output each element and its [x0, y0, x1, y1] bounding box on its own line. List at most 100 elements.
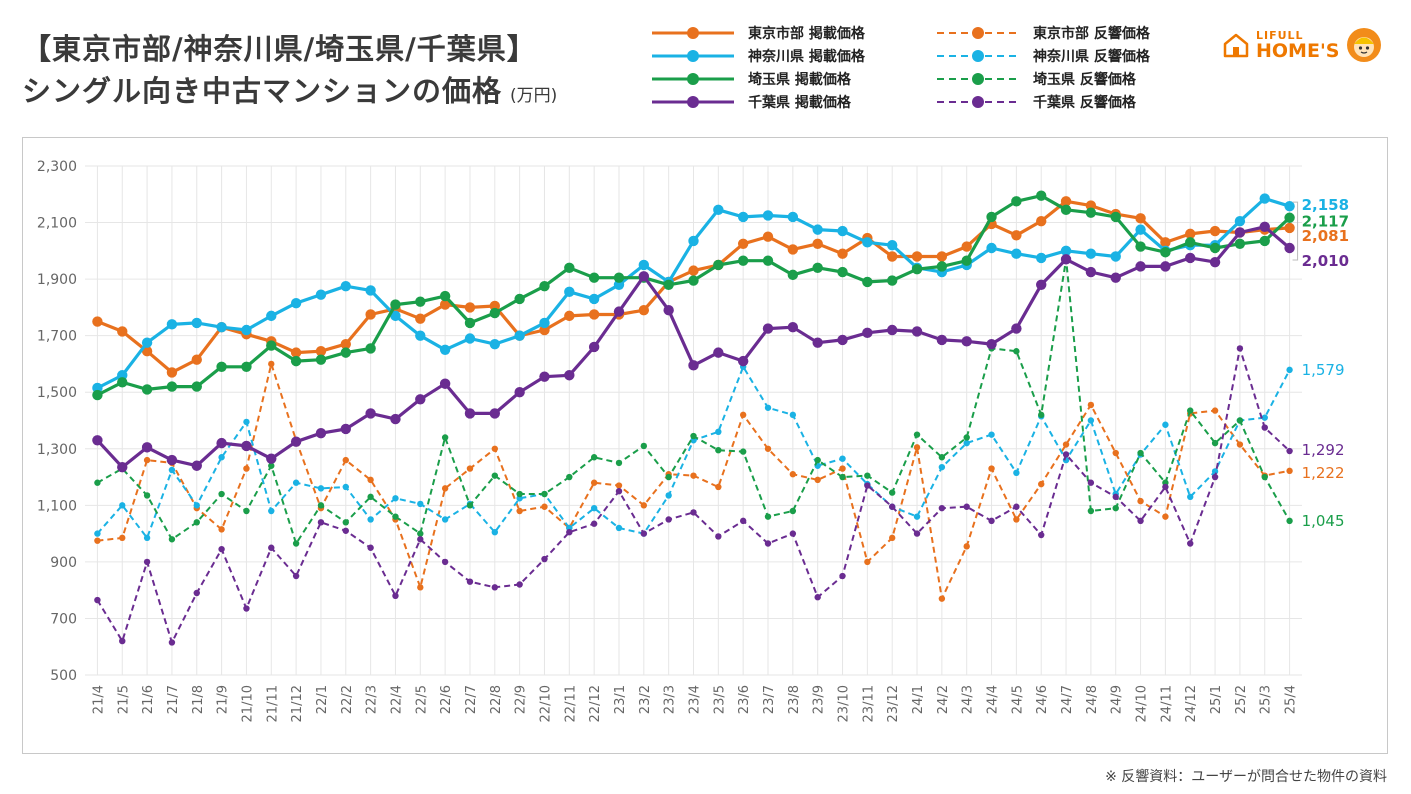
data-point: [638, 259, 650, 271]
data-point: [1112, 504, 1119, 512]
y-tick-label: 1,100: [37, 498, 77, 514]
data-point: [415, 394, 426, 405]
legend-label: 東京市部 反響価格: [1033, 26, 1150, 42]
data-point: [216, 437, 227, 449]
data-point: [936, 251, 948, 262]
legend-item-kanagawa-listing: 神奈川県 掲載価格: [650, 45, 865, 67]
data-point: [787, 321, 799, 333]
logo-line-1: LIFULL: [1256, 28, 1304, 42]
data-point: [266, 453, 277, 464]
data-point: [1137, 517, 1144, 525]
house-icon: [1223, 33, 1249, 58]
legend-item-tokyo-listing: 東京市部 掲載価格: [650, 22, 865, 44]
x-tick-label: 21/5: [116, 685, 131, 714]
data-point: [690, 472, 697, 479]
data-point: [466, 502, 474, 509]
x-tick-label: 25/4: [1284, 685, 1299, 714]
data-point: [961, 241, 972, 252]
data-point: [315, 346, 327, 357]
data-point: [886, 251, 898, 262]
x-tick-label: 24/10: [1135, 685, 1150, 722]
data-point: [290, 297, 302, 309]
data-point: [1286, 366, 1293, 374]
title-line-2: シングル向き中古マンションの価格: [22, 74, 503, 108]
data-point: [812, 337, 823, 348]
data-point: [1013, 348, 1020, 355]
data-point: [417, 536, 424, 543]
x-tick-label: 23/4: [688, 685, 703, 714]
data-point: [1038, 411, 1045, 419]
data-point: [243, 465, 250, 472]
data-point: [812, 262, 823, 273]
data-point: [541, 555, 548, 563]
data-point: [342, 456, 349, 464]
x-tick-label: 21/12: [290, 685, 305, 722]
data-point: [762, 255, 774, 266]
data-point: [963, 434, 970, 441]
data-point: [638, 305, 650, 316]
chart-legend: 東京市部 掲載価格 神奈川県 掲載価格 埼玉県 掲載価格 千葉県 掲載価格 東京…: [650, 22, 1210, 114]
data-point: [340, 280, 351, 292]
data-point: [888, 503, 896, 510]
data-point: [464, 408, 476, 419]
data-point: [266, 340, 277, 351]
data-point: [564, 310, 575, 322]
y-tick-label: 1,500: [37, 385, 77, 401]
data-point: [441, 434, 449, 441]
data-point: [193, 589, 200, 597]
x-tick-label: 24/4: [986, 685, 1001, 714]
data-point: [1036, 279, 1047, 290]
data-point: [441, 485, 449, 492]
data-point: [762, 210, 774, 221]
data-point: [665, 473, 672, 481]
legend-item-chiba-inquiry: 千葉県 反響価格: [935, 91, 1136, 113]
data-point: [938, 595, 946, 602]
data-point: [986, 242, 997, 254]
data-point: [216, 361, 227, 372]
data-point: [837, 266, 848, 278]
data-point: [1160, 247, 1171, 258]
data-point: [516, 581, 523, 588]
data-point: [392, 513, 399, 520]
data-point: [1137, 497, 1144, 505]
data-point: [390, 413, 401, 425]
data-point: [1013, 516, 1020, 523]
data-point: [1187, 407, 1194, 414]
data-point: [936, 261, 948, 272]
data-point: [688, 360, 699, 371]
data-point: [367, 493, 374, 501]
data-point: [1060, 245, 1072, 257]
data-point: [168, 536, 176, 543]
data-point: [365, 309, 376, 320]
data-point: [1284, 200, 1295, 212]
data-point: [913, 431, 921, 438]
data-point: [392, 592, 399, 600]
data-point: [1112, 449, 1119, 457]
data-point: [143, 492, 151, 499]
data-point: [191, 460, 202, 471]
data-point: [317, 519, 325, 526]
data-point: [1286, 467, 1293, 475]
data-point: [1209, 256, 1221, 268]
x-tick-label: 23/9: [812, 685, 827, 714]
data-point: [1261, 414, 1268, 421]
data-point: [1236, 441, 1244, 448]
y-tick-label: 1,300: [37, 442, 77, 458]
data-point: [963, 503, 970, 510]
data-point: [1234, 227, 1246, 238]
data-point: [1234, 215, 1246, 227]
data-point: [938, 504, 946, 512]
data-point: [590, 504, 598, 512]
data-point: [415, 330, 426, 341]
data-point: [837, 334, 848, 346]
data-point: [1085, 248, 1097, 259]
data-point: [539, 280, 550, 292]
data-point: [688, 235, 699, 247]
data-point: [886, 239, 898, 251]
x-tick-label: 21/10: [240, 685, 255, 722]
data-point: [193, 502, 200, 509]
x-tick-label: 24/12: [1184, 685, 1199, 722]
data-point: [365, 343, 376, 354]
data-point: [613, 306, 625, 317]
data-point: [1137, 449, 1144, 457]
